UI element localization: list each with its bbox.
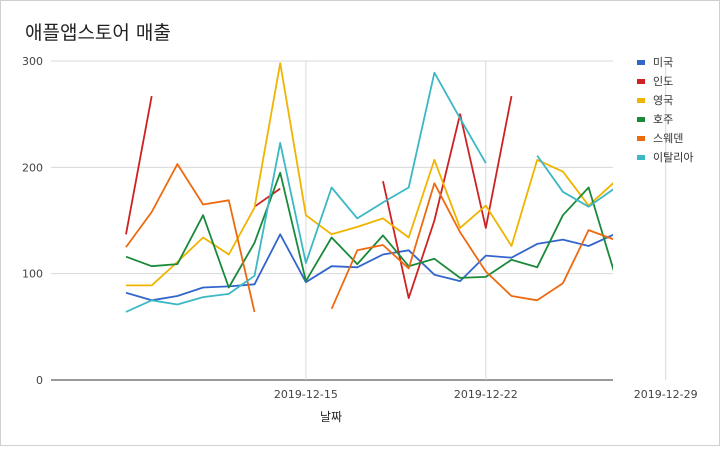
legend-swatch	[637, 60, 645, 65]
chart-title: 애플앱스토어 매출	[25, 22, 171, 44]
series-line	[126, 62, 613, 287]
series-line	[253, 187, 281, 208]
x-axis-label: 날짜	[320, 410, 342, 424]
y-axis-ticks: 0 100 200 300	[22, 55, 43, 387]
x-tick-label: 2019-12-15	[274, 388, 338, 401]
y-tick-label: 200	[22, 161, 43, 174]
legend-swatch	[637, 136, 645, 141]
x-axis-ticks: 2019-12-15 2019-12-22 2019-12-29	[274, 388, 698, 401]
legend-label: 스웨덴	[653, 132, 683, 145]
legend-label: 이탈리아	[653, 151, 693, 164]
series-line	[125, 171, 613, 289]
series-lines	[125, 62, 640, 313]
series-line	[330, 182, 613, 310]
series-line	[125, 163, 256, 313]
legend-label: 인도	[653, 75, 673, 88]
legend-swatch	[637, 79, 645, 84]
series-line	[125, 95, 153, 235]
series-line	[125, 71, 487, 313]
x-tick-label: 2019-12-22	[454, 388, 518, 401]
grid	[51, 60, 667, 381]
y-tick-label: 0	[36, 374, 43, 387]
series-line	[125, 233, 613, 302]
legend-label: 호주	[653, 113, 673, 126]
x-tick-label: 2019-12-29	[634, 388, 698, 401]
series-line	[614, 245, 640, 247]
legend-swatch	[637, 117, 645, 122]
series-line	[382, 95, 513, 300]
legend-swatch	[637, 155, 645, 160]
legend-label: 미국	[653, 56, 673, 69]
series-line	[536, 155, 613, 208]
y-tick-label: 300	[22, 55, 43, 68]
y-tick-label: 100	[22, 268, 43, 281]
legend-swatch	[637, 98, 645, 103]
legend-label: 영국	[653, 94, 673, 107]
